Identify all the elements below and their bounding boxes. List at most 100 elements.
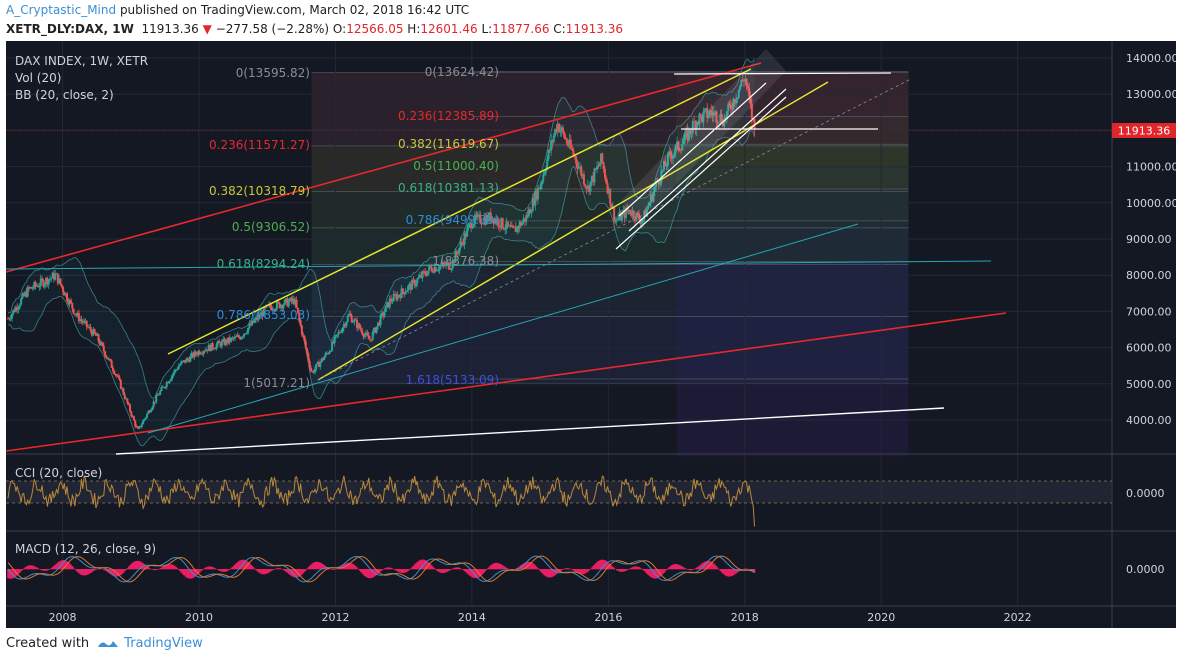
tradingview-logo-icon (98, 640, 119, 647)
macd-bar (272, 569, 274, 571)
candle-body (390, 298, 393, 302)
time-axis[interactable]: 2008 2010 2012 2014 2016 2018 2020 2022 (49, 611, 1032, 624)
yellow-channel-lower[interactable] (317, 81, 829, 381)
cyan-horizontal-line[interactable] (5, 260, 992, 270)
candle-body (676, 141, 679, 146)
candle-body (556, 123, 559, 132)
macd-bar (623, 569, 626, 572)
macd-bar (686, 569, 689, 570)
red-channel-lower[interactable] (5, 312, 1007, 452)
macd-bar (210, 566, 213, 570)
candle-body (178, 364, 181, 366)
macd-bar (564, 568, 567, 570)
candle-body (481, 223, 484, 225)
candle-body (269, 304, 272, 308)
candle-body (374, 327, 377, 333)
candle-body (203, 351, 206, 352)
macd-bar (125, 569, 127, 570)
candle-body (493, 218, 496, 224)
candle-body (47, 279, 50, 285)
candle-body (275, 301, 278, 310)
candle-body (438, 266, 441, 270)
macd-bar (615, 569, 618, 571)
macd-bar (399, 569, 402, 573)
white-channel-top[interactable] (618, 82, 767, 217)
candle-body (492, 218, 495, 224)
candle-body (505, 221, 508, 230)
white-channel-bottom[interactable] (615, 96, 787, 250)
parallel-channel-fill[interactable] (621, 49, 786, 221)
candle-body (131, 416, 134, 417)
macd-bar (618, 569, 621, 572)
candle-body (218, 341, 221, 343)
candle-body (321, 358, 324, 361)
candle-body (201, 353, 204, 355)
macd-bar (573, 569, 576, 572)
macd-bar (732, 569, 735, 576)
candle-body (88, 326, 91, 328)
macd-bar (42, 569, 45, 571)
chart-panel[interactable]: 0(13595.82) 0.236(11571.27) 0.382(10318.… (5, 41, 1179, 628)
macd-bar (669, 566, 672, 570)
macd-bar (394, 569, 396, 571)
macd-bar (193, 569, 196, 578)
time-axis-label: 2020 (867, 611, 895, 624)
price-axis-label: 4000.00 (1126, 414, 1172, 427)
macd-bar (371, 569, 374, 578)
macd-bar (554, 569, 556, 576)
candle-body (694, 122, 697, 130)
white-channel-mid[interactable] (628, 88, 787, 232)
candle-body (83, 320, 86, 323)
macd-bar (559, 569, 562, 572)
author-link[interactable]: A_Cryptastic_Mind (6, 3, 117, 17)
macd-bar (505, 567, 508, 570)
candle-body (521, 221, 524, 226)
white-support-line[interactable] (115, 407, 945, 455)
candle-body (90, 330, 93, 336)
macd-bar (134, 561, 137, 570)
candle-body (459, 241, 462, 248)
candle-body (750, 103, 753, 119)
candle-body (379, 314, 382, 326)
macd-bar (322, 564, 324, 570)
cyan-trend-line[interactable] (147, 223, 859, 434)
macd-bar (487, 567, 489, 570)
macd-bar (412, 565, 415, 570)
macd-bar (114, 569, 117, 577)
price-axis[interactable]: 14000.0013000.0012000.0011000.0010000.00… (1126, 52, 1179, 427)
macd-bar (421, 559, 424, 570)
candle-body (546, 159, 549, 170)
candle-body (231, 337, 234, 339)
candle-body (252, 320, 255, 323)
yellow-channel-upper[interactable] (167, 68, 752, 355)
candle-body (477, 214, 480, 216)
macd-bar (404, 569, 407, 573)
red-channel-upper[interactable] (5, 62, 762, 273)
candle-body (376, 322, 379, 327)
candle-body (260, 312, 263, 317)
cci-pane (6, 475, 1112, 527)
macd-bar (425, 560, 428, 570)
macd-bar (97, 568, 100, 570)
candle-body (241, 336, 244, 338)
candle-body (338, 332, 341, 333)
candle-body (733, 98, 736, 104)
white-resistance-line[interactable] (673, 72, 892, 75)
chart-svg[interactable]: 0(13595.82) 0.236(11571.27) 0.382(10318.… (5, 41, 1179, 628)
macd-bar (476, 569, 479, 578)
candle-body (403, 291, 406, 295)
macd-bar (314, 562, 316, 570)
macd-bar (496, 562, 499, 570)
candle-body (620, 213, 623, 221)
candle-body (164, 387, 167, 388)
macd-bar (337, 567, 340, 570)
candle-body (138, 426, 141, 429)
candle-body (69, 300, 72, 303)
tradingview-link[interactable]: TradingView (97, 636, 203, 651)
trend-lines[interactable] (5, 49, 1007, 455)
candle-body (304, 341, 307, 349)
macd-bar (126, 568, 129, 570)
macd-bar (609, 564, 611, 570)
candle-body (264, 307, 267, 308)
candle-body (111, 367, 114, 371)
